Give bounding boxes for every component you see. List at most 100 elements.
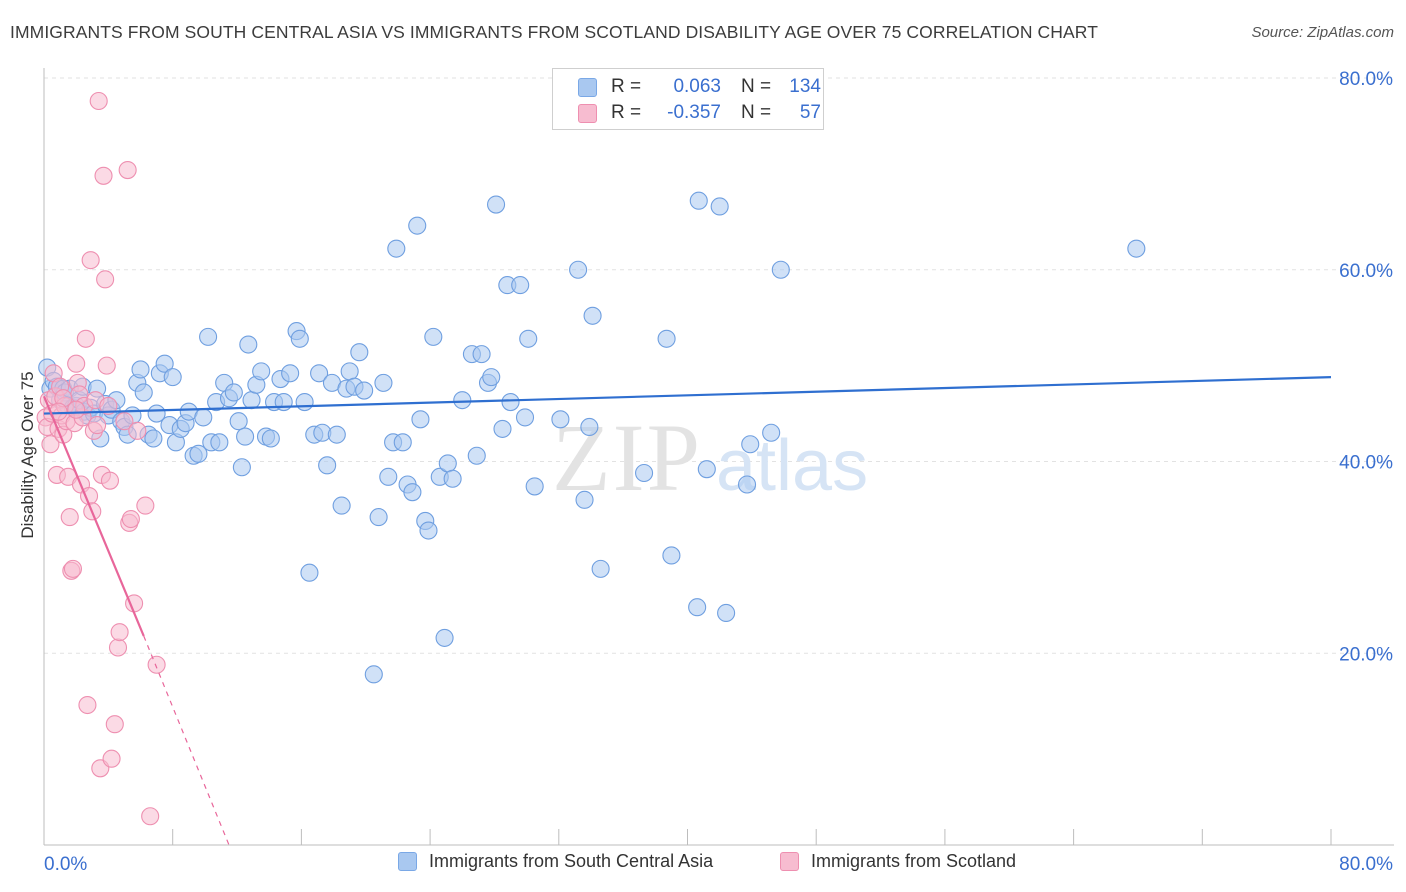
data-point bbox=[717, 603, 736, 623]
data-point bbox=[67, 354, 86, 373]
data-point bbox=[97, 356, 116, 375]
data-point bbox=[134, 383, 153, 402]
data-point bbox=[472, 345, 491, 364]
data-point bbox=[141, 807, 160, 826]
y-tick-label: 20.0% bbox=[1339, 644, 1393, 665]
data-point bbox=[340, 362, 359, 381]
series-legend: Immigrants from South Central Asia Immig… bbox=[0, 851, 1406, 879]
data-point bbox=[41, 435, 60, 454]
data-point bbox=[762, 423, 781, 442]
data-point bbox=[525, 477, 544, 496]
data-point bbox=[467, 446, 486, 465]
chart-title: IMMIGRANTS FROM SOUTH CENTRAL ASIA VS IM… bbox=[10, 22, 1099, 42]
axes bbox=[43, 68, 1394, 846]
grid-lines bbox=[44, 77, 1394, 654]
watermark-zip: ZIP bbox=[552, 404, 702, 511]
data-point bbox=[128, 421, 147, 440]
data-point bbox=[290, 329, 309, 348]
data-point bbox=[63, 559, 83, 578]
data-point bbox=[411, 410, 430, 429]
data-point bbox=[332, 496, 351, 515]
data-point bbox=[236, 427, 255, 446]
data-point bbox=[737, 475, 757, 494]
data-point bbox=[81, 251, 100, 270]
data-point bbox=[155, 354, 174, 373]
n-value: 134 bbox=[789, 76, 821, 97]
data-points bbox=[36, 91, 1146, 826]
n-label: N = bbox=[741, 76, 772, 97]
stats-row-south-central-asia: R = 0.063 N = 134 bbox=[578, 75, 821, 99]
data-point bbox=[199, 327, 218, 346]
legend-item-scotland: Immigrants from Scotland bbox=[780, 851, 1016, 872]
data-point bbox=[688, 598, 707, 617]
n-value: 57 bbox=[799, 102, 821, 123]
data-point bbox=[78, 695, 97, 715]
data-point bbox=[210, 433, 229, 452]
data-point bbox=[229, 412, 248, 431]
data-point bbox=[374, 373, 393, 392]
data-point bbox=[511, 276, 530, 295]
data-point bbox=[121, 509, 140, 529]
data-point bbox=[482, 368, 501, 387]
source-credit: Source: ZipAtlas.com bbox=[1251, 24, 1394, 41]
x-tick-label: 0.0% bbox=[44, 854, 87, 875]
data-point bbox=[144, 429, 163, 448]
data-point bbox=[110, 623, 129, 642]
data-point bbox=[580, 417, 599, 437]
legend-label: Immigrants from Scotland bbox=[811, 851, 1017, 871]
legend-swatch-blue bbox=[578, 77, 597, 97]
data-point bbox=[242, 391, 261, 410]
y-tick-label: 40.0% bbox=[1339, 453, 1393, 474]
data-point bbox=[419, 521, 438, 540]
data-point bbox=[583, 306, 602, 325]
data-point bbox=[501, 393, 520, 412]
data-point bbox=[327, 425, 346, 444]
legend-label: Immigrants from South Central Asia bbox=[429, 851, 714, 871]
y-axis-label: Disability Age Over 75 bbox=[18, 371, 37, 538]
data-point bbox=[60, 508, 79, 527]
data-point bbox=[136, 496, 155, 515]
data-point bbox=[575, 490, 594, 509]
data-point bbox=[102, 749, 121, 768]
data-point bbox=[387, 239, 406, 258]
data-point bbox=[657, 329, 676, 348]
trend-lines bbox=[42, 376, 1332, 846]
data-point bbox=[261, 429, 280, 448]
stats-row-scotland: R = -0.357 N = 57 bbox=[578, 101, 821, 125]
data-point bbox=[76, 329, 95, 348]
data-point bbox=[635, 463, 654, 483]
data-point bbox=[239, 335, 258, 354]
data-point bbox=[355, 381, 374, 400]
data-point bbox=[369, 508, 388, 527]
data-point bbox=[350, 343, 369, 362]
data-point bbox=[1127, 239, 1146, 258]
legend-swatch-blue bbox=[398, 852, 417, 871]
data-point bbox=[108, 638, 128, 657]
data-point bbox=[300, 563, 319, 582]
data-point bbox=[88, 416, 107, 435]
trend-line-scotland bbox=[42, 395, 145, 637]
data-point bbox=[741, 435, 760, 454]
data-point bbox=[487, 195, 506, 214]
stats-legend: R = 0.063 N = 134 R = -0.357 N = 57 bbox=[552, 68, 824, 130]
data-point bbox=[232, 458, 251, 477]
legend-item-south-central-asia: Immigrants from South Central Asia bbox=[398, 851, 713, 872]
trend-line-scotland-extension bbox=[143, 635, 230, 846]
data-point bbox=[194, 408, 213, 427]
data-point bbox=[94, 166, 113, 185]
data-point bbox=[515, 408, 535, 427]
data-point bbox=[443, 469, 462, 488]
data-point bbox=[519, 329, 538, 348]
tick-labels: 20.0% 40.0% 60.0% 80.0% 0.0% 80.0% bbox=[44, 69, 1393, 875]
data-point bbox=[697, 460, 716, 479]
data-point bbox=[96, 270, 115, 289]
data-point bbox=[147, 655, 166, 674]
data-point bbox=[100, 471, 120, 490]
legend-swatch-pink bbox=[578, 103, 597, 123]
data-point bbox=[771, 260, 790, 279]
data-point bbox=[295, 393, 314, 412]
data-point bbox=[379, 467, 398, 486]
y-tick-label: 80.0% bbox=[1339, 69, 1393, 90]
data-point bbox=[224, 383, 243, 402]
